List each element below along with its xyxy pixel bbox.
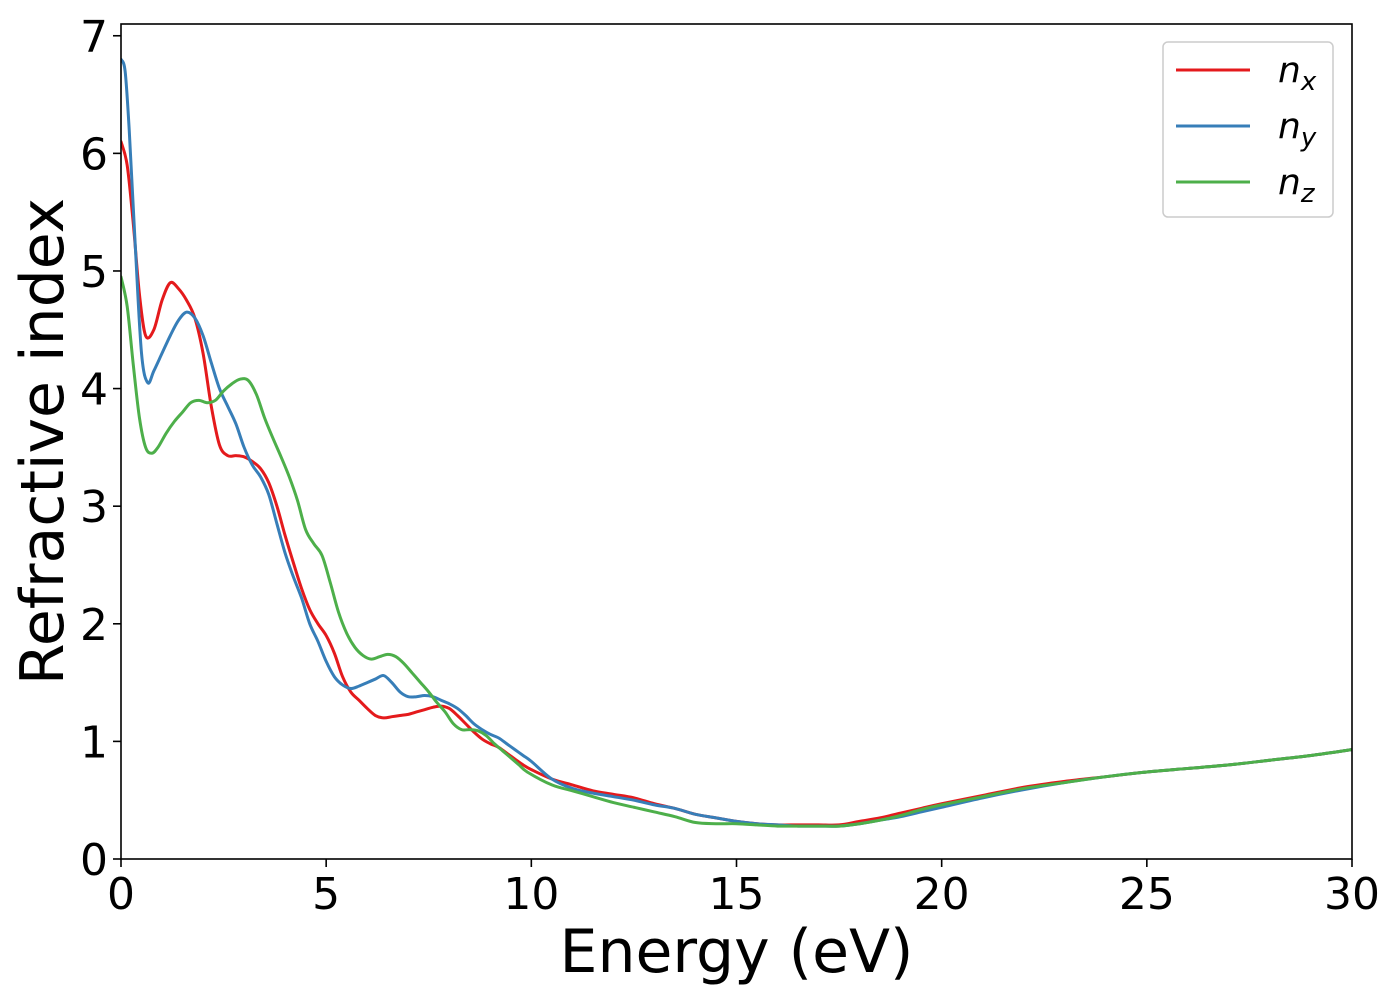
x-tick-label: 30 [1324,869,1380,920]
legend-label-n-z: nz [1278,162,1316,209]
legend-label-base: n [1278,162,1301,203]
y-tick-label: 4 [80,365,108,416]
legend-label-base: n [1278,50,1301,91]
x-tick-label: 10 [503,869,559,920]
legend-box [1162,41,1334,218]
legend-label-subscript: z [1300,179,1316,209]
y-tick-label: 0 [80,835,108,886]
legend-label-subscript: y [1300,123,1317,153]
x-axis-title: Energy (eV) [560,917,914,987]
legend-label-base: n [1278,106,1301,147]
y-axis-title: Refractive index [8,198,78,685]
x-tick-label: 0 [107,869,135,920]
y-tick-label: 5 [80,247,108,298]
series-line-n-z [121,275,1352,828]
series-layer [121,57,1352,828]
y-tick-label: 1 [80,717,108,768]
legend-label-subscript: x [1300,67,1317,97]
legend-label-n-x: nx [1278,50,1317,97]
y-tick-label: 3 [80,482,108,533]
y-tick-label: 7 [80,12,108,63]
y-tick-label: 6 [80,129,108,180]
x-tick-label: 25 [1119,869,1175,920]
y-tick-label: 2 [80,600,108,651]
x-axis: 0 5 10 15 20 25 30 [107,859,1380,920]
legend-label-n-y: ny [1278,106,1317,153]
x-tick-label: 20 [914,869,970,920]
x-tick-label: 15 [709,869,765,920]
x-tick-label: 5 [312,869,340,920]
series-line-n-x [121,140,1352,827]
y-axis: 0 1 2 3 4 5 6 7 [80,12,121,886]
